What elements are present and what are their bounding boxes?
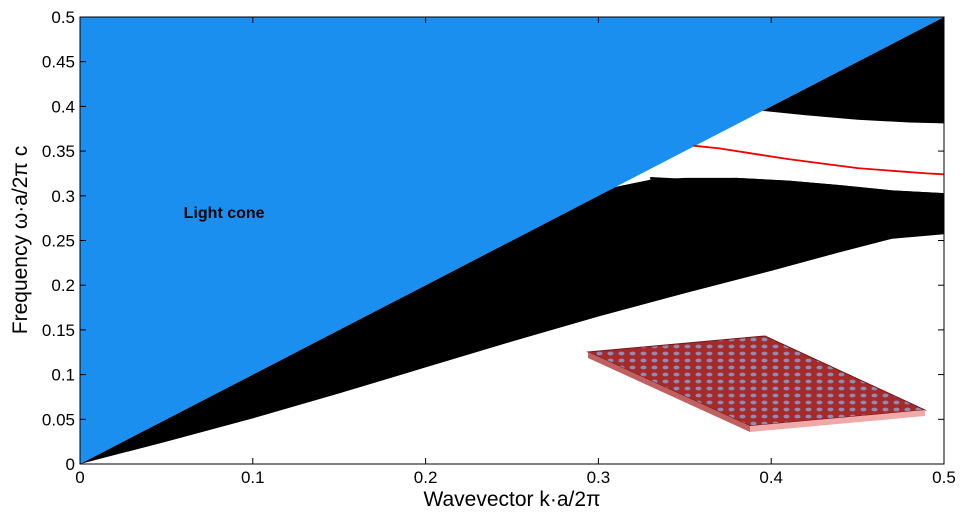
y-tick-label: 0.35 [42, 142, 75, 161]
axes: 0 0.1 0.2 0.3 0.4 0.5 0 0.05 0.1 0.15 0.2 0.25 0.3 0.… [42, 8, 956, 487]
y-tick-label: 0.25 [42, 232, 75, 251]
x-axis-title: Wavevector k·a/2π [423, 488, 600, 511]
y-axis-title: Frequency ω·a/2π c [9, 146, 32, 334]
guided-mode-line [693, 144, 944, 176]
light-cone-label: Light cone [184, 205, 265, 222]
y-tick-label: 0.2 [51, 276, 75, 295]
y-tick-label: 0.05 [42, 410, 75, 429]
y-tick-label: 0 [66, 455, 75, 474]
y-tick-label: 0.4 [51, 97, 75, 116]
x-tick-label: 0.3 [587, 468, 611, 487]
x-tick-label: 0 [75, 468, 84, 487]
y-tick-label: 0.15 [42, 321, 75, 340]
y-tick-label: 0.3 [51, 187, 75, 206]
x-tick-label: 0.4 [759, 468, 783, 487]
upper-band-region [762, 17, 944, 124]
middle-band-region [650, 177, 944, 207]
x-tick-label: 0.5 [932, 468, 956, 487]
x-tick-label: 0.2 [414, 468, 438, 487]
light-cone-region [80, 17, 944, 464]
y-tick-label: 0.5 [51, 8, 75, 27]
y-tick-label: 0.1 [51, 366, 75, 385]
y-tick-label: 0.45 [42, 53, 75, 72]
photonic-crystal-slab-icon [586, 335, 927, 432]
plot-area: Light cone [80, 17, 944, 464]
x-tick-label: 0.1 [241, 468, 265, 487]
lower-band-region [80, 177, 944, 464]
